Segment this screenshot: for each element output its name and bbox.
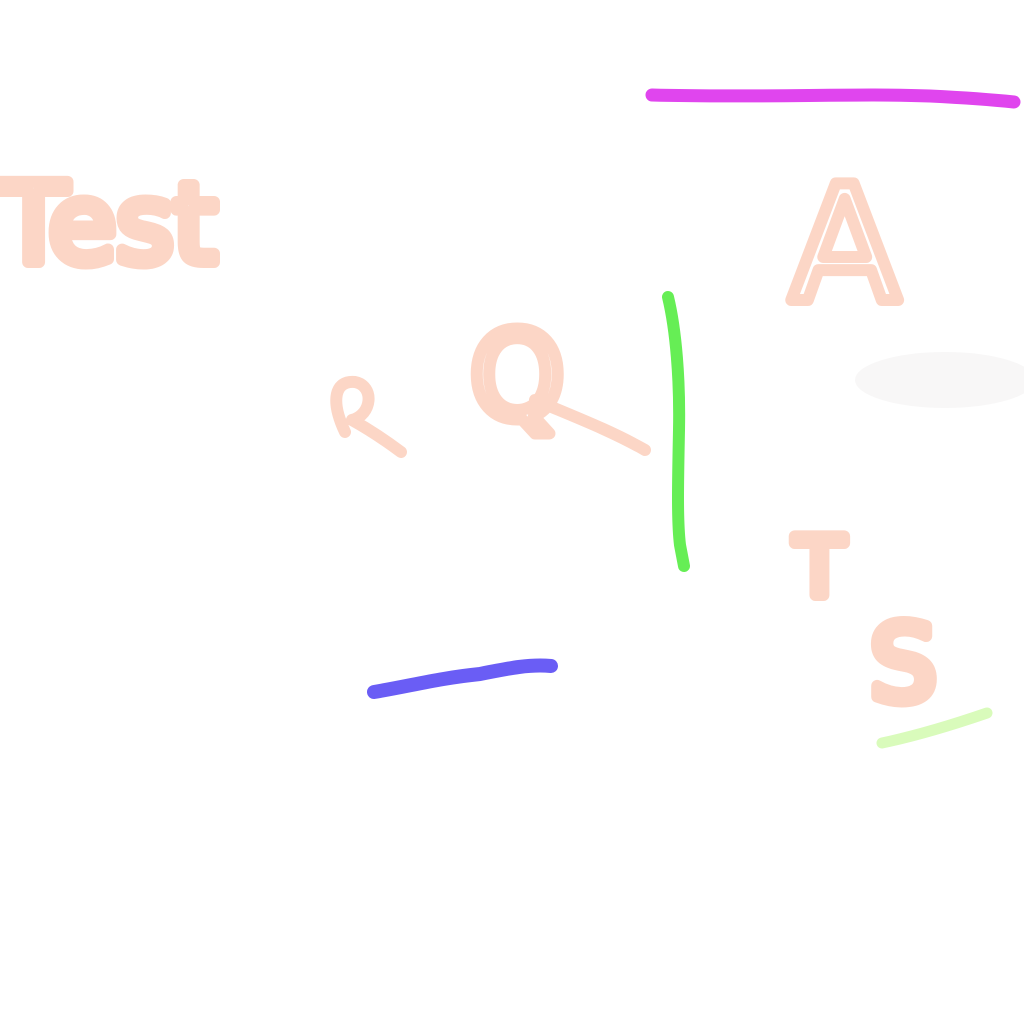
light-green-stroke [876, 707, 993, 749]
green-stroke [662, 291, 690, 572]
handwritten-label: Test [0, 160, 217, 288]
handwritten-label: T [794, 521, 845, 614]
q-tail [529, 394, 651, 456]
handwritten-label: A [790, 151, 899, 338]
magenta-stroke [645, 88, 1021, 109]
handwritten-label: S [870, 603, 937, 725]
handwritten-label: Q [470, 308, 564, 447]
scribble [330, 375, 407, 458]
faint-smudge [855, 352, 1024, 408]
blue-stroke [367, 658, 558, 699]
